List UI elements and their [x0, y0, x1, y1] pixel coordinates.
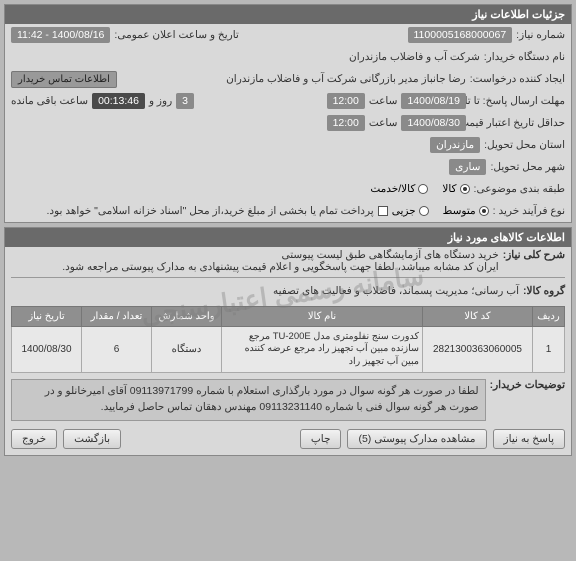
treasury-checkbox[interactable] [378, 206, 388, 216]
cell-date: 1400/08/30 [12, 327, 82, 373]
buytype-label: نوع فرآیند خرید : [493, 205, 565, 217]
group-label: گروه کالا: [523, 285, 565, 297]
need-number-label: شماره نیاز: [516, 29, 565, 41]
buyer-note-label: توضیحات خریدار: [490, 379, 565, 391]
attachments-button[interactable]: مشاهده مدارک پیوستی (5) [347, 429, 486, 449]
buytype-mid[interactable]: متوسط [443, 205, 489, 217]
valid-date: 1400/08/30 [401, 115, 466, 131]
th-name: نام کالا [222, 307, 423, 327]
category-service-label: کالا/خدمت [370, 183, 415, 195]
buytype-minor-label: جزیی [392, 205, 416, 217]
send-hour: 12:00 [327, 93, 365, 109]
category-radios: کالا کالا/خدمت [370, 183, 469, 195]
days-value: 3 [176, 93, 194, 109]
buyer-note-text: لطفا در صورت هر گونه سوال در مورد بارگذا… [11, 379, 486, 421]
items-table: ردیف کد کالا نام کالا واحد شمارش تعداد /… [11, 306, 565, 373]
creator-value: رضا جانباز مدیر بازرگانی شرکت آب و فاضلا… [121, 73, 466, 85]
exit-button[interactable]: خروج [11, 429, 57, 449]
announce-value: 1400/08/16 - 11:42 [11, 27, 110, 43]
valid-deadline-label: حداقل تاریخ اعتبار قیمت؛ تا تاریخ: [470, 117, 565, 129]
group-value: آب رسانی؛ مدیریت پسماند، فاضلاب و فعالیت… [273, 285, 519, 297]
announce-label: تاریخ و ساعت اعلان عمومی: [114, 29, 238, 41]
table-row[interactable]: 1 2821300363060005 کدورت سنج نفلومتری مد… [12, 327, 565, 373]
overall-label: شرح کلی نیاز: [503, 249, 565, 261]
th-unit: واحد شمارش [152, 307, 222, 327]
cell-unit: دستگاه [152, 327, 222, 373]
th-date: تاریخ نیاز [12, 307, 82, 327]
need-number-value: 1100005168000067 [408, 27, 513, 43]
buytype-mid-label: متوسط [443, 205, 476, 217]
back-button[interactable]: بازگشت [63, 429, 121, 449]
cell-qty: 6 [82, 327, 152, 373]
buyer-value: شرکت آب و فاضلاب مازندران [349, 51, 480, 63]
radio-icon [419, 206, 429, 216]
hour-label-1: ساعت [369, 95, 398, 107]
overall-text-1: خرید دستگاه های آزمایشگاهی طبق لیست پیوس… [11, 249, 499, 261]
city-label: شهر محل تحویل: [490, 161, 565, 173]
province-value: مازندران [430, 137, 480, 153]
th-qty: تعداد / مقدار [82, 307, 152, 327]
buytype-note: پرداخت تمام یا بخشی از مبلغ خرید،از محل … [47, 205, 374, 217]
cell-index: 1 [533, 327, 565, 373]
city-value: ساری [449, 159, 486, 175]
buyer-label: نام دستگاه خریدار: [484, 51, 565, 63]
overall-text-2: ایران کد مشابه میباشد، لطفا جهت پاسخگویی… [11, 261, 499, 273]
creator-label: ایجاد کننده درخواست: [470, 73, 565, 85]
th-code: کد کالا [423, 307, 533, 327]
print-button[interactable]: چاپ [300, 429, 342, 449]
contact-buyer-button[interactable]: اطلاعات تماس خریدار [11, 71, 117, 88]
radio-icon [418, 184, 428, 194]
separator [11, 277, 565, 278]
radio-icon [460, 184, 470, 194]
send-date: 1400/08/19 [401, 93, 466, 109]
info-panel-header: جزئیات اطلاعات نیاز [5, 5, 571, 24]
category-label: طبقه بندی موضوعی: [474, 183, 565, 195]
table-header-row: ردیف کد کالا نام کالا واحد شمارش تعداد /… [12, 307, 565, 327]
hour-label-2: ساعت [369, 117, 398, 129]
category-goods[interactable]: کالا [442, 183, 469, 195]
info-panel: جزئیات اطلاعات نیاز شماره نیاز: 11000051… [4, 4, 572, 223]
category-service[interactable]: کالا/خدمت [370, 183, 428, 195]
valid-hour: 12:00 [327, 115, 365, 131]
remain-label: ساعت باقی مانده [11, 95, 88, 107]
th-index: ردیف [533, 307, 565, 327]
category-goods-label: کالا [442, 183, 456, 195]
reply-button[interactable]: پاسخ به نیاز [493, 429, 565, 449]
buytype-minor[interactable]: جزیی [392, 205, 429, 217]
cell-name: کدورت سنج نفلومتری مدل TU-200E مرجع سازن… [222, 327, 423, 373]
send-deadline-label: مهلت ارسال پاسخ: تا تاریخ: [470, 95, 565, 107]
days-label: روز و [149, 95, 172, 107]
need-panel-header: اطلاعات کالاهای مورد نیاز [5, 228, 571, 247]
buytype-radios: متوسط جزیی [392, 205, 489, 217]
remain-time: 00:13:46 [92, 93, 145, 109]
need-panel: اطلاعات کالاهای مورد نیاز شرح کلی نیاز: … [4, 227, 572, 456]
cell-code: 2821300363060005 [423, 327, 533, 373]
radio-icon [479, 206, 489, 216]
action-buttons: پاسخ به نیاز مشاهده مدارک پیوستی (5) چاپ… [5, 423, 571, 455]
province-label: استان محل تحویل: [484, 139, 565, 151]
